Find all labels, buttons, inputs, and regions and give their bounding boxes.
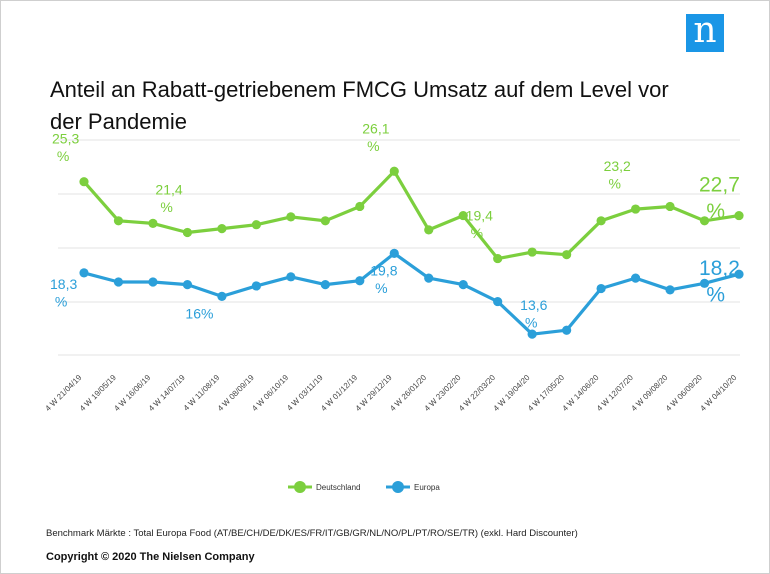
nielsen-logo: n [686, 13, 724, 52]
data-point [493, 253, 503, 264]
data-point [424, 273, 434, 283]
data-point [596, 283, 606, 294]
data-point [182, 280, 193, 290]
data-label: 16% [185, 306, 213, 322]
data-point [699, 216, 710, 226]
data-point [665, 285, 675, 295]
data-label: 18,2% [699, 257, 740, 306]
data-point [217, 291, 227, 301]
data-label: 26,1% [362, 120, 389, 154]
data-point [251, 281, 261, 291]
data-point [596, 216, 606, 226]
data-point [630, 204, 641, 214]
data-point [79, 268, 89, 278]
data-point [389, 248, 399, 258]
data-point [734, 269, 744, 279]
footnote: Benchmark Märkte : Total Europa Food (AT… [46, 528, 578, 539]
data-point [113, 216, 124, 226]
series-line-deutschland [82, 169, 740, 261]
data-point [148, 277, 158, 287]
series-line-europa [83, 251, 740, 336]
data-point [389, 166, 399, 176]
data-point [355, 201, 365, 212]
legend-label: Europa [414, 483, 440, 492]
data-point [79, 177, 89, 187]
data-point [113, 277, 124, 287]
data-point [320, 280, 330, 290]
legend-label: Deutschland [316, 483, 360, 492]
data-label: 13,6% [520, 297, 547, 331]
data-label: 18,3% [50, 276, 77, 310]
copyright: Copyright © 2020 The Nielsen Company [46, 551, 255, 563]
data-label: 19,8% [370, 262, 397, 296]
chart-title: Anteil an Rabatt-getriebenem FMCG Umsatz… [50, 77, 669, 134]
data-point [286, 212, 296, 222]
legend-marker [294, 481, 306, 493]
data-point [182, 227, 193, 238]
data-point [562, 250, 572, 260]
data-point [699, 278, 710, 288]
logo-letter: n [693, 10, 717, 51]
data-label: 22,7% [699, 174, 740, 223]
data-point [320, 216, 330, 226]
data-point [630, 273, 641, 283]
data-label: 25,3% [52, 131, 79, 165]
data-point [424, 225, 434, 235]
data-point [527, 247, 537, 257]
data-label: 21,4% [155, 182, 182, 216]
data-point [148, 218, 158, 228]
data-point [493, 296, 503, 307]
data-point [355, 276, 365, 286]
data-point [562, 325, 572, 335]
data-point [665, 201, 675, 212]
data-label: 23,2% [604, 158, 631, 192]
data-point [217, 224, 227, 234]
data-point [458, 280, 468, 290]
data-point [734, 210, 744, 221]
data-point [458, 210, 468, 221]
x-tick-label: 4 W 04/10/20 [698, 373, 738, 413]
legend-marker [392, 481, 404, 493]
data-point [251, 220, 261, 230]
data-point [527, 329, 537, 339]
data-label: 19,4% [466, 208, 493, 242]
data-point [286, 272, 296, 282]
